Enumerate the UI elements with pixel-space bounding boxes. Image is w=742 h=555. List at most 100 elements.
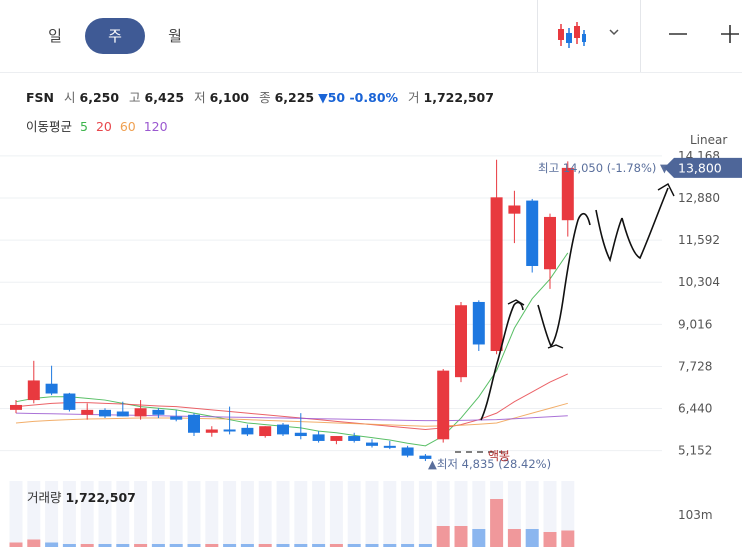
volume-bg xyxy=(151,481,165,547)
period-month-tab[interactable]: 월 xyxy=(168,27,182,45)
volume-bar xyxy=(187,544,201,547)
candle-body xyxy=(455,305,467,378)
handwritten-stroke xyxy=(547,344,564,349)
candle-body xyxy=(10,404,22,410)
volume-bg xyxy=(543,481,557,547)
change-value: ▼50 -0.80% xyxy=(318,90,399,105)
candle-body xyxy=(490,197,503,352)
candle-body xyxy=(330,436,343,441)
current-price-tag xyxy=(664,157,742,178)
candle-body xyxy=(508,205,521,214)
volume-bar xyxy=(205,544,219,547)
handwritten-stroke xyxy=(537,212,591,348)
volume-bg xyxy=(45,481,59,547)
candle-body xyxy=(259,426,272,437)
ma-60-legend: 60 xyxy=(119,119,136,134)
volume-bg xyxy=(98,481,112,547)
y-tick-label: 6,440 xyxy=(678,402,712,416)
volume-panel-value: 1,722,507 xyxy=(65,490,136,505)
ma-20-legend: 20 xyxy=(95,119,112,134)
candle-body xyxy=(401,447,414,456)
close-label: 종 xyxy=(259,90,271,105)
ma-60-line xyxy=(15,402,568,427)
candle-body xyxy=(241,427,254,435)
chevron-down-icon[interactable] xyxy=(606,24,622,40)
minus-icon[interactable] xyxy=(666,24,690,44)
candle-body xyxy=(348,436,361,441)
volume-bar xyxy=(98,544,112,547)
candle-body xyxy=(116,411,129,417)
scale-toggle[interactable]: Linear xyxy=(690,133,728,147)
candle-body xyxy=(419,455,432,459)
volume-panel-title: 거래량 xyxy=(27,490,62,505)
y-tick-label: 11,592 xyxy=(678,233,720,247)
symbol: FSN xyxy=(26,90,55,105)
volume-bar xyxy=(365,544,379,547)
low-label: 저 xyxy=(194,90,206,105)
moving-average-legend[interactable]: 이동평균 5 20 60 120 xyxy=(26,116,168,135)
candle-body xyxy=(366,442,378,446)
toolbar: 일 주 월 xyxy=(0,0,742,78)
candle-body xyxy=(99,409,111,417)
volume-bar xyxy=(223,544,237,547)
volume-panel-label: 거래량 1,722,507 xyxy=(27,487,136,506)
volume-bg xyxy=(223,481,237,547)
volume-label: 거 xyxy=(408,90,420,105)
volume-bg xyxy=(294,481,308,547)
volume-bg xyxy=(312,481,326,547)
volume-bar xyxy=(490,499,504,547)
volume-bg xyxy=(169,481,183,547)
volume-bar xyxy=(258,544,272,547)
period-week-tab[interactable]: 주 xyxy=(85,18,145,54)
candle-body xyxy=(561,167,574,221)
handwritten-stroke xyxy=(507,299,525,306)
candle-body xyxy=(437,370,450,440)
candle-body xyxy=(45,383,58,394)
plus-icon[interactable] xyxy=(718,22,742,46)
candle-body xyxy=(526,200,539,266)
volume-bg xyxy=(240,481,254,547)
volume-bar xyxy=(294,544,308,547)
close-value: 6,225 xyxy=(274,90,315,105)
y-tick-label: 12,880 xyxy=(678,191,720,205)
volume-bar xyxy=(134,544,148,547)
high-label: 고 xyxy=(129,90,141,105)
volume-bar xyxy=(151,544,165,547)
candle-body xyxy=(205,429,218,433)
low-value: 6,100 xyxy=(209,90,250,105)
handwritten-stroke xyxy=(657,183,675,197)
volume-bg xyxy=(80,481,94,547)
candle-body xyxy=(152,409,165,415)
volume-bg xyxy=(276,481,290,547)
candle-body xyxy=(472,301,485,345)
volume-bar xyxy=(27,539,41,547)
volume-bar xyxy=(383,544,397,547)
quote-summary: FSN 시 6,250 고 6,425 저 6,100 종 6,225 ▼50 … xyxy=(26,87,494,106)
volume-bg xyxy=(365,481,379,547)
open-value: 6,250 xyxy=(79,90,120,105)
handwritten-stroke xyxy=(595,187,669,263)
y-tick-label: 10,304 xyxy=(678,275,720,289)
volume-bar xyxy=(9,542,23,547)
candle-body xyxy=(294,432,307,437)
candlestick-icon[interactable] xyxy=(555,20,587,50)
y-tick-label: 5,152 xyxy=(678,444,712,458)
volume-bg xyxy=(187,481,201,547)
toolbar-divider xyxy=(640,0,641,72)
toolbar-divider xyxy=(537,0,538,72)
candle-body xyxy=(63,393,76,410)
volume-axis-label: 103m xyxy=(678,508,713,522)
volume-value: 1,722,507 xyxy=(423,90,494,105)
volume-bg xyxy=(329,481,343,547)
volume-bar xyxy=(80,544,94,547)
period-day-tab[interactable]: 일 xyxy=(48,27,62,45)
volume-bar xyxy=(507,529,521,547)
candle-body xyxy=(188,414,200,433)
volume-bar xyxy=(240,544,254,547)
volume-bar xyxy=(276,544,290,547)
volume-bar xyxy=(329,544,343,547)
ma-120-legend: 120 xyxy=(143,119,168,134)
candle-body xyxy=(223,429,236,432)
candle-body xyxy=(383,445,396,448)
